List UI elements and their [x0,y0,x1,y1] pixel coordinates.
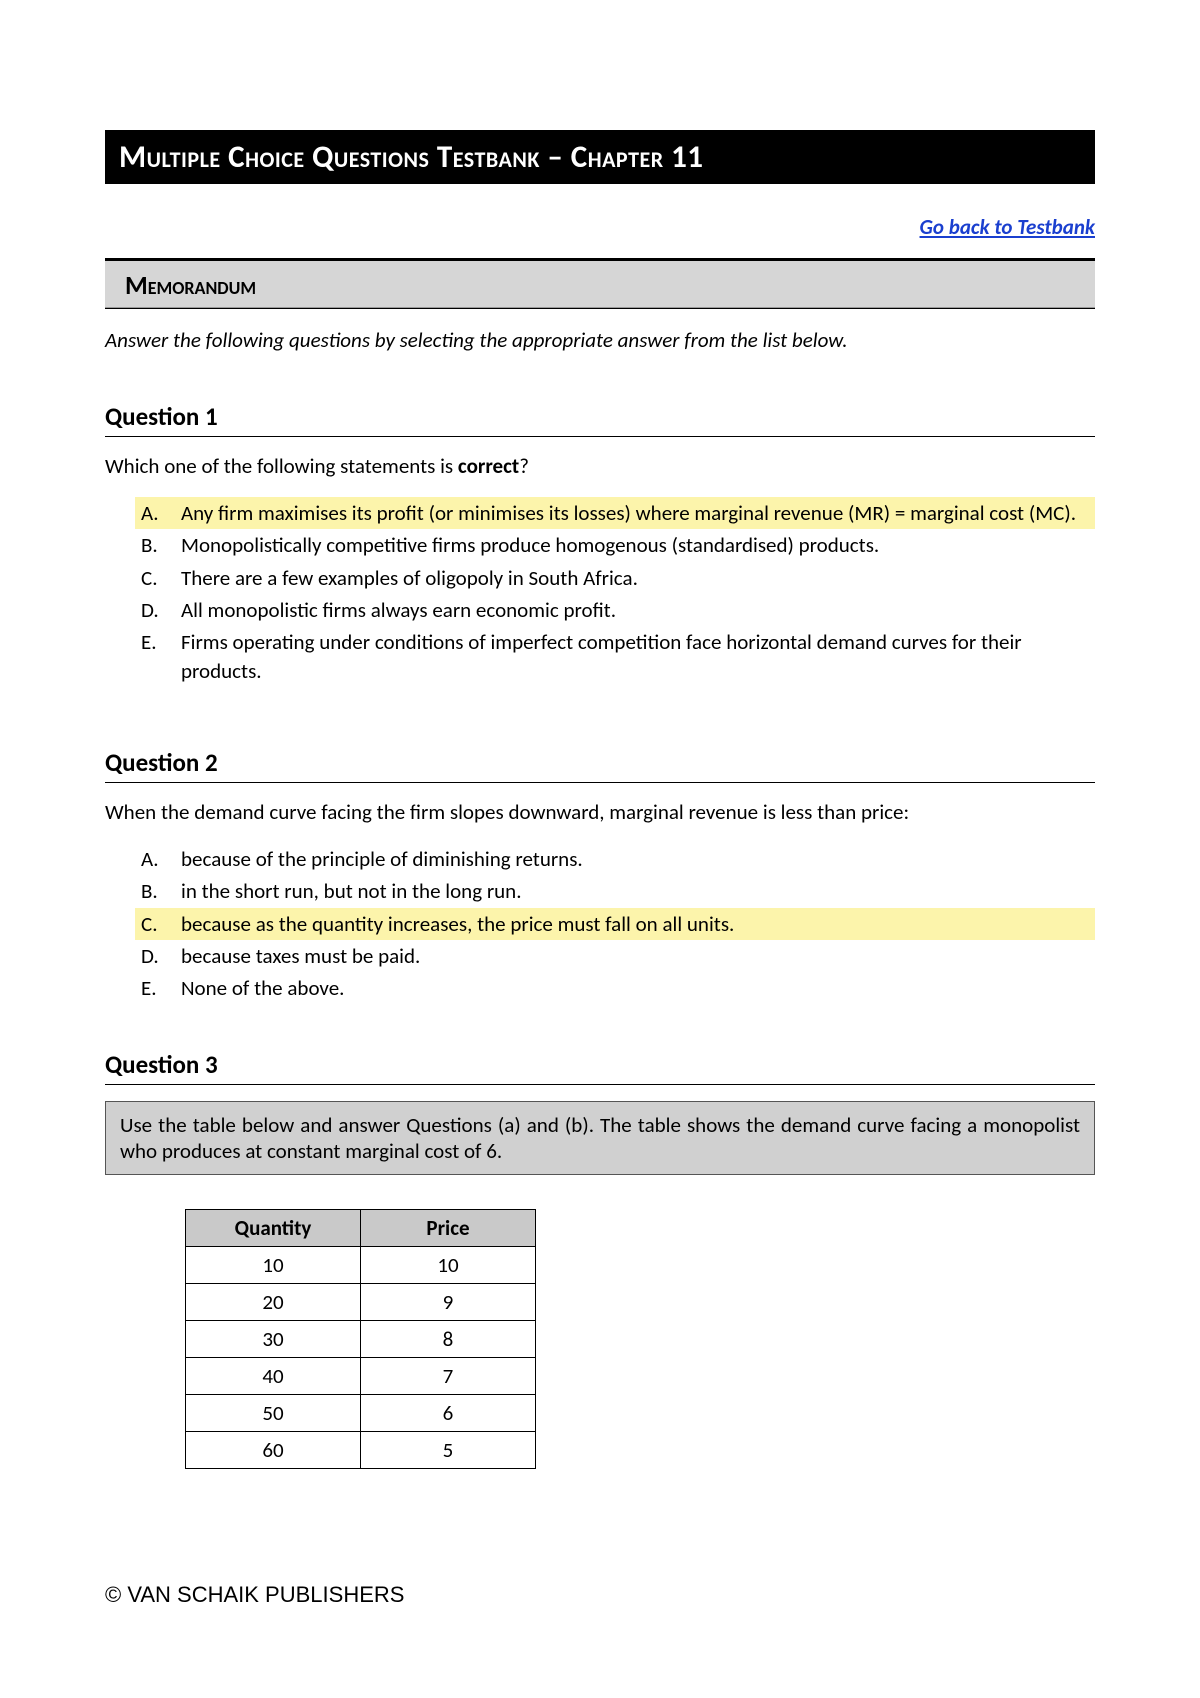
option-letter: B. [141,877,181,905]
option-row: A.because of the principle of diminishin… [135,843,1095,875]
question-3-title: Question 3 [105,1049,1095,1085]
question-2-options: A.because of the principle of diminishin… [135,843,1095,1005]
option-row: C.There are a few examples of oligopoly … [135,562,1095,594]
option-text: There are a few examples of oligopoly in… [181,564,1089,592]
back-link-row: Go back to Testbank [105,214,1095,240]
table-cell: 7 [361,1357,536,1394]
option-text: All monopolistic firms always earn econo… [181,596,1089,624]
option-letter: D. [141,942,181,970]
option-text: Firms operating under conditions of impe… [181,628,1089,685]
option-letter: E. [141,974,181,1002]
question-1-title: Question 1 [105,401,1095,437]
option-row: B.in the short run, but not in the long … [135,875,1095,907]
table-cell: 5 [361,1431,536,1468]
footer-copyright: © VAN SCHAIK PUBLISHERS [105,1582,404,1608]
page-title-bar: Multiple Choice Questions Testbank – Cha… [105,130,1095,184]
table-cell: 8 [361,1320,536,1357]
option-text: None of the above. [181,974,1089,1002]
option-text: Monopolistically competitive firms produ… [181,531,1089,559]
option-text: because of the principle of diminishing … [181,845,1089,873]
question-3-info-box: Use the table below and answer Questions… [105,1101,1095,1175]
option-letter: A. [141,499,181,527]
option-row: C.because as the quantity increases, the… [135,908,1095,940]
table-row: 308 [186,1320,536,1357]
question-1-prompt: Which one of the following statements is… [105,453,1095,479]
q1-prompt-suffix: ? [519,453,529,479]
table-row: 407 [186,1357,536,1394]
question-3-table: Quantity Price 1010209308407506605 [185,1209,536,1469]
question-2-title: Question 2 [105,747,1095,783]
option-letter: C. [141,564,181,592]
option-row: E.None of the above. [135,972,1095,1004]
question-1-options: A.Any firm maximises its profit (or mini… [135,497,1095,687]
table-cell: 20 [186,1283,361,1320]
option-letter: B. [141,531,181,559]
table-header-price: Price [361,1209,536,1246]
option-row: B.Monopolistically competitive firms pro… [135,529,1095,561]
table-cell: 6 [361,1394,536,1431]
option-text: because taxes must be paid. [181,942,1089,970]
table-header-row: Quantity Price [186,1209,536,1246]
option-row: A.Any firm maximises its profit (or mini… [135,497,1095,529]
option-letter: A. [141,845,181,873]
instruction-text: Answer the following questions by select… [105,327,1095,353]
table-cell: 30 [186,1320,361,1357]
table-row: 506 [186,1394,536,1431]
table-cell: 10 [361,1246,536,1283]
table-header-quantity: Quantity [186,1209,361,1246]
option-text: in the short run, but not in the long ru… [181,877,1089,905]
option-letter: E. [141,628,181,685]
option-letter: D. [141,596,181,624]
option-row: D.All monopolistic firms always earn eco… [135,594,1095,626]
option-text: because as the quantity increases, the p… [181,910,1089,938]
option-row: E.Firms operating under conditions of im… [135,626,1095,687]
back-to-testbank-link[interactable]: Go back to Testbank [920,214,1095,240]
question-2-prompt: When the demand curve facing the firm sl… [105,799,1095,825]
q1-prompt-prefix: Which one of the following statements is [105,453,458,479]
table-cell: 60 [186,1431,361,1468]
table-cell: 10 [186,1246,361,1283]
table-cell: 40 [186,1357,361,1394]
option-row: D.because taxes must be paid. [135,940,1095,972]
table-row: 209 [186,1283,536,1320]
table-row: 1010 [186,1246,536,1283]
memorandum-block: Memorandum [105,258,1095,309]
memorandum-heading: Memorandum [105,261,1095,308]
option-letter: C. [141,910,181,938]
option-text: Any firm maximises its profit (or minimi… [181,499,1089,527]
table-row: 605 [186,1431,536,1468]
table-cell: 50 [186,1394,361,1431]
table-cell: 9 [361,1283,536,1320]
q1-prompt-bold: correct [458,453,519,479]
